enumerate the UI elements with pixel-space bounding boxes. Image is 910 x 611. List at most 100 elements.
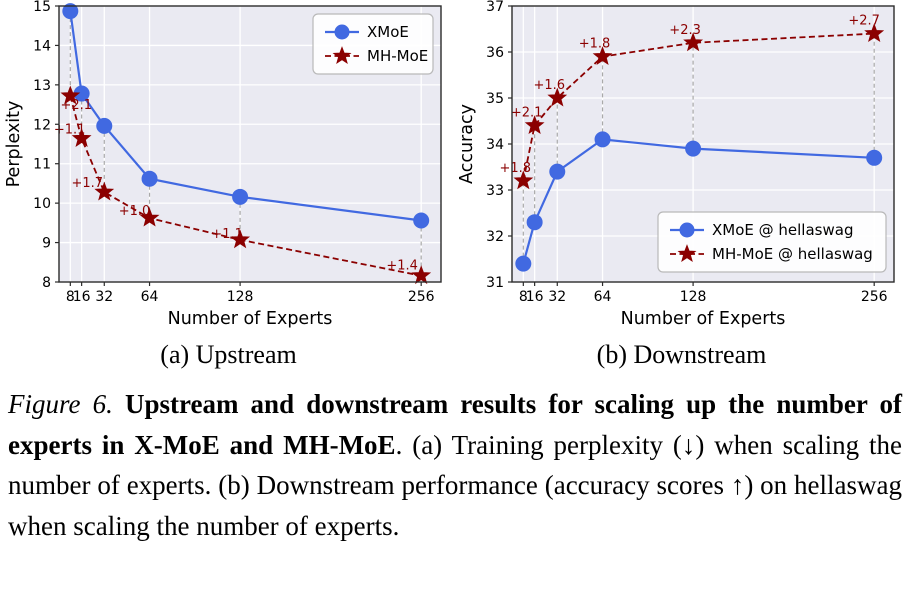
y-tick-label: 12 bbox=[33, 117, 51, 133]
x-axis-label: Number of Experts bbox=[620, 309, 785, 329]
delta-annotation: +2.1 bbox=[60, 98, 92, 113]
star-marker bbox=[139, 207, 159, 227]
x-tick-label: 8 bbox=[518, 289, 527, 305]
y-tick-label: 11 bbox=[33, 157, 51, 173]
delta-annotation: +2.7 bbox=[848, 14, 880, 29]
chart-b-downstream: +1.8 +2.1 +1.6 +1.8 +2.3 +2.7 8 16 32 64 128 256 31 3… bbox=[455, 0, 908, 370]
y-tick-label: 35 bbox=[486, 91, 504, 107]
star-marker bbox=[682, 32, 703, 52]
star-marker bbox=[332, 46, 351, 65]
x-tick-label: 32 bbox=[95, 289, 113, 305]
series-mh-moe-hellaswag bbox=[512, 23, 884, 190]
circle-marker bbox=[548, 163, 565, 180]
y-tick-label: 14 bbox=[33, 38, 51, 54]
circle-marker bbox=[95, 117, 112, 134]
star-marker bbox=[546, 87, 567, 107]
circle-marker bbox=[514, 255, 531, 272]
delta-annotations: +1.8 +2.1 +1.6 +1.8 +2.3 +2.7 bbox=[499, 14, 879, 176]
x-tick-label: 256 bbox=[860, 289, 887, 305]
subcaption-b: (b) Downstream bbox=[596, 340, 767, 369]
circle-marker bbox=[61, 3, 78, 20]
delta-annotation: +2.1 bbox=[510, 106, 542, 121]
caption-label: Figure 6. bbox=[8, 389, 113, 419]
circle-marker bbox=[679, 222, 694, 238]
star-marker bbox=[93, 181, 114, 201]
delta-annotation: +1.1 bbox=[53, 122, 85, 137]
x-tick-label: 64 bbox=[140, 289, 158, 305]
x-tick-label: 32 bbox=[548, 289, 566, 305]
y-tick-label: 37 bbox=[486, 0, 504, 15]
star-marker bbox=[410, 265, 431, 285]
caption-rest-text: . (a) Training perplexity (↓) when scali… bbox=[8, 429, 902, 541]
tick-marks bbox=[507, 5, 875, 286]
x-tick-label: 256 bbox=[407, 289, 434, 305]
star-marker bbox=[229, 229, 250, 249]
subcaption-a: (a) Upstream bbox=[160, 340, 297, 369]
circle-marker bbox=[594, 131, 611, 148]
y-tick-label: 32 bbox=[486, 229, 504, 245]
y-tick-label: 10 bbox=[33, 196, 51, 212]
y-tick-label: 34 bbox=[486, 137, 504, 153]
star-marker bbox=[512, 170, 533, 190]
axes-spines bbox=[57, 5, 442, 283]
x-tick-label: 8 bbox=[65, 289, 74, 305]
circle-marker bbox=[412, 212, 429, 229]
figure-6: +2.1 +1.1 +1.7 +1.0 +1.1 +1.4 8 16 32 64 128 256 8 9 1… bbox=[0, 0, 910, 546]
star-marker bbox=[592, 46, 612, 66]
charts-row: +2.1 +1.1 +1.7 +1.0 +1.1 +1.4 8 16 32 64 128 256 8 9 1… bbox=[2, 0, 908, 370]
series-xmoe-hellaswag bbox=[514, 131, 882, 272]
delta-annotations: +2.1 +1.1 +1.7 +1.0 +1.1 +1.4 bbox=[53, 98, 417, 274]
y-tick-label: 36 bbox=[486, 45, 504, 61]
downstream-accuracy-chart: +1.8 +2.1 +1.6 +1.8 +2.3 +2.7 816 32 64 128 256 31 3… bbox=[457, 0, 895, 329]
star-marker bbox=[524, 115, 545, 135]
star-marker bbox=[59, 85, 80, 105]
x-tick-label: 128 bbox=[679, 289, 706, 305]
gap-connectors bbox=[522, 33, 875, 264]
series-mh-moe bbox=[59, 85, 431, 285]
y-tick-label: 33 bbox=[486, 183, 504, 199]
circle-marker bbox=[231, 188, 248, 205]
legend-label: MH-MoE bbox=[367, 47, 428, 65]
series-xmoe bbox=[61, 3, 429, 229]
delta-annotation: +2.3 bbox=[669, 23, 701, 38]
circle-marker bbox=[334, 24, 349, 40]
x-tick-label: 64 bbox=[593, 289, 611, 305]
circle-marker bbox=[865, 149, 882, 166]
delta-annotation: +1.8 bbox=[578, 37, 610, 52]
delta-annotation: +1.6 bbox=[533, 78, 565, 93]
star-marker bbox=[677, 244, 696, 263]
circle-marker bbox=[526, 214, 543, 231]
legend: XMoE MH-MoE bbox=[311, 13, 434, 75]
x-tick-label: 16 bbox=[72, 289, 90, 305]
y-tick-label: 9 bbox=[42, 236, 51, 252]
legend-label: XMoE bbox=[367, 23, 409, 41]
delta-annotation: +1.1 bbox=[211, 227, 243, 242]
delta-annotation: +1.0 bbox=[118, 204, 150, 219]
x-axis-label: Number of Experts bbox=[167, 309, 332, 329]
y-tick-label: 13 bbox=[33, 78, 51, 94]
figure-caption: Figure 6. Upstream and downstream result… bbox=[0, 384, 910, 546]
series-line bbox=[68, 95, 421, 277]
delta-annotation: +1.7 bbox=[71, 176, 103, 191]
delta-annotation: +1.8 bbox=[499, 161, 531, 176]
circle-marker bbox=[141, 170, 158, 187]
x-tick-label: 16 bbox=[525, 289, 543, 305]
y-axis-label: Perplexity bbox=[4, 101, 24, 188]
legend-box bbox=[656, 211, 887, 273]
legend-label: MH-MoE @ hellaswag bbox=[712, 245, 873, 263]
tick-marks bbox=[54, 5, 422, 286]
y-axis-label: Accuracy bbox=[457, 104, 477, 184]
star-marker bbox=[71, 128, 92, 147]
circle-marker bbox=[684, 140, 701, 157]
chart-a-upstream: +2.1 +1.1 +1.7 +1.0 +1.1 +1.4 8 16 32 64 128 256 8 9 1… bbox=[2, 0, 455, 370]
series-line bbox=[68, 10, 421, 222]
y-tick-label: 8 bbox=[42, 275, 51, 291]
tick-labels: 816 32 64 128 256 31 32 33 34 35 36 37 bbox=[486, 0, 887, 305]
legend: XMoE @ hellaswag MH-MoE @ hellaswag bbox=[656, 211, 887, 273]
y-tick-label: 31 bbox=[486, 275, 504, 291]
x-tick-label: 128 bbox=[226, 289, 253, 305]
caption-bold-text: Upstream and downstream results for scal… bbox=[8, 389, 902, 460]
delta-annotation: +1.4 bbox=[386, 259, 418, 274]
